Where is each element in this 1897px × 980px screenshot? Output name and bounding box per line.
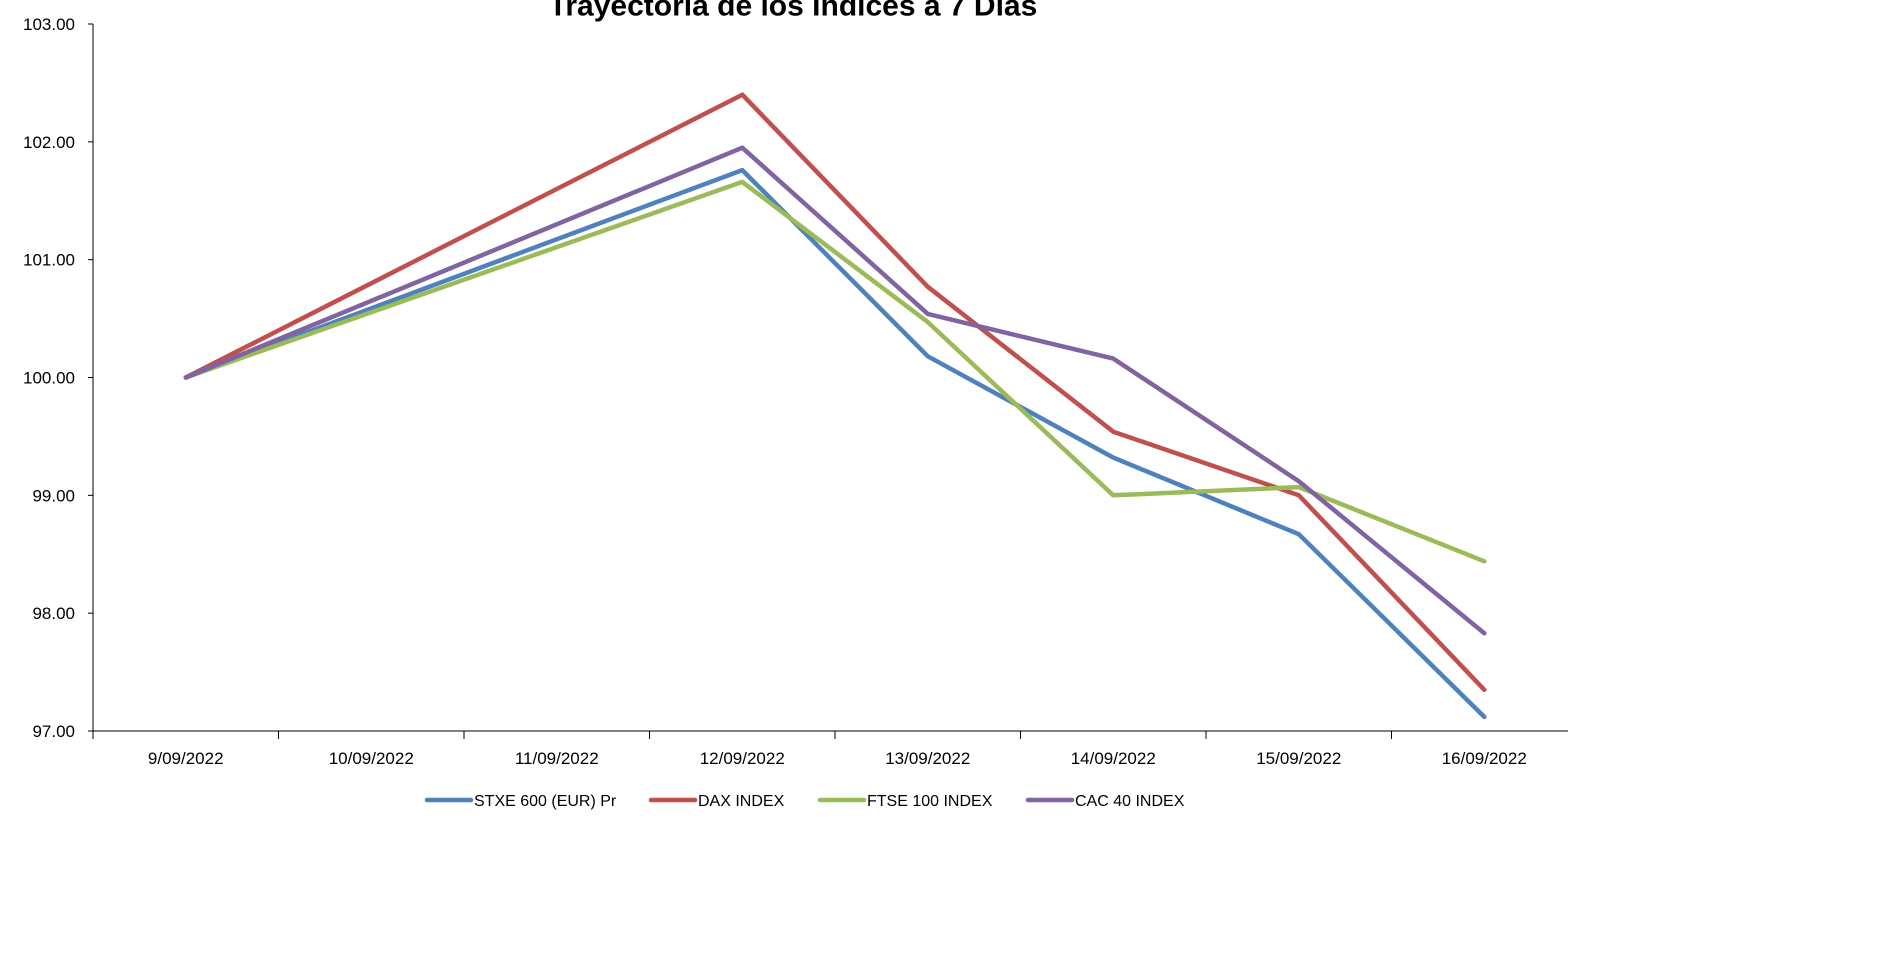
legend-label: STXE 600 (EUR) Pr [474,793,617,810]
y-tick-label: 99.00 [32,486,75,505]
line-chart: Trayectoria de los Índices a 7 Días 97.0… [23,0,1568,810]
x-axis-ticks: 9/09/2022 10/09/2022 11/09/2022 12/09/2022 1… [92,731,1527,768]
y-tick-label: 101.00 [23,251,75,270]
x-tick-label: 15/09/2022 [1256,749,1341,768]
legend: STXE 600 (EUR) Pr DAX INDEX FTSE 100 INDEX… [424,793,1185,810]
y-tick-label: 103.00 [23,15,75,34]
series-line-dax-index [183,92,1487,693]
y-tick-label: 100.00 [23,369,75,388]
y-tick-label: 102.00 [23,133,75,152]
y-tick-label: 98.00 [32,604,75,623]
x-tick-label: 10/09/2022 [329,749,414,768]
x-tick-label: 16/09/2022 [1442,749,1527,768]
x-tick-label: 9/09/2022 [148,749,224,768]
series-lines [183,92,1487,720]
legend-label: CAC 40 INDEX [1075,793,1185,810]
chart-title: Trayectoria de los Índices a 7 Días [549,0,1038,23]
series-line-cac-40-index [183,145,1487,636]
y-tick-label: 97.00 [32,722,75,741]
x-tick-label: 12/09/2022 [700,749,785,768]
x-tick-label: 13/09/2022 [885,749,970,768]
x-tick-label: 11/09/2022 [515,749,599,768]
legend-label: DAX INDEX [698,793,785,810]
legend-label: FTSE 100 INDEX [867,793,993,810]
y-axis-ticks: 97.00 98.00 99.00 100.00 101.00 102.00 103.00 [23,15,93,741]
x-tick-label: 14/09/2022 [1071,749,1156,768]
series-line-ftse-100-index [183,179,1487,564]
